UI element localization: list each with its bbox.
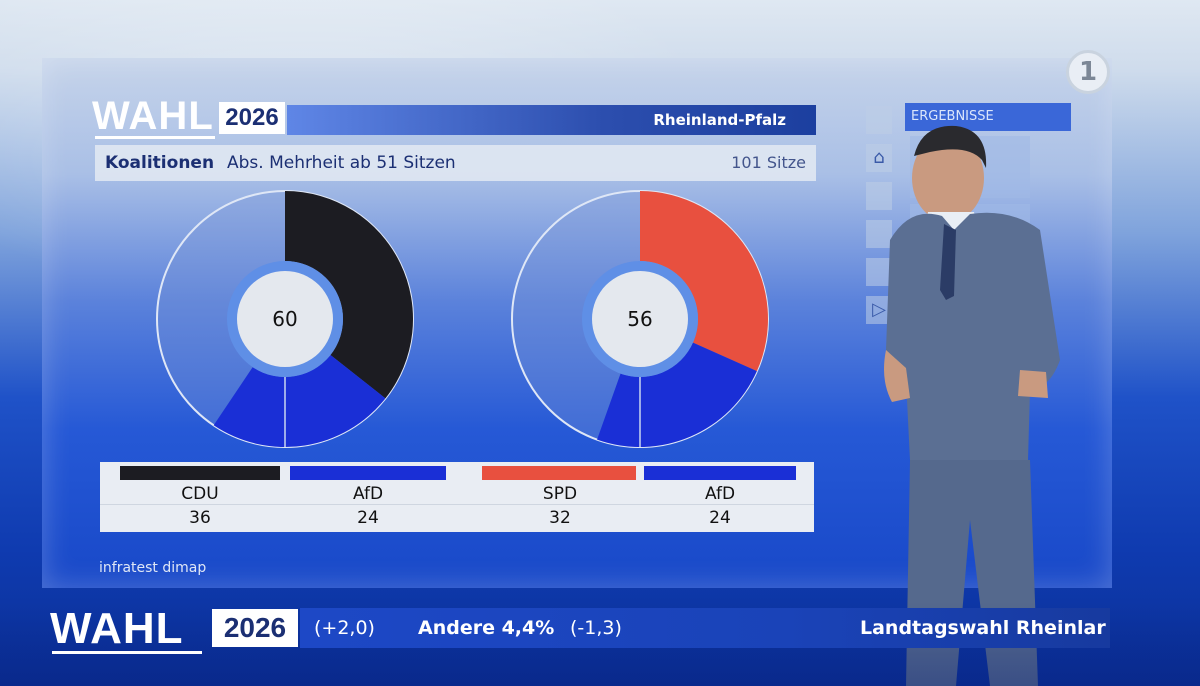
channel-logo: 1 <box>1066 50 1110 94</box>
ticker-wahl-underline <box>52 651 202 654</box>
majority-note: Abs. Mehrheit ab 51 Sitzen <box>227 153 456 173</box>
donut-center-disc-2 <box>592 271 688 367</box>
ticker-wahl-logo: WAHL <box>50 604 184 653</box>
donut-chart-2: 56 <box>511 190 769 448</box>
legend-name-spd: SPD <box>542 484 578 504</box>
side-button-blank-2[interactable] <box>866 182 892 210</box>
ticker-year: 2026 <box>212 609 298 647</box>
side-button-blank-3[interactable] <box>866 220 892 248</box>
legend-divider <box>100 504 814 505</box>
legend-value-spd: 32 <box>549 508 571 528</box>
donut-center-label-2: 56 <box>627 307 652 331</box>
legend-bar-afd-1 <box>290 466 446 480</box>
chart-title: Koalitionen <box>105 153 215 173</box>
data-source: infratest dimap <box>99 560 207 576</box>
donut-2-slice-spd <box>640 191 768 372</box>
legend-name-afd-1: AfD <box>352 484 384 504</box>
wahl-year: 2026 <box>219 102 285 134</box>
chart-subheader: Koalitionen Abs. Mehrheit ab 51 Sitzen 1… <box>95 145 816 181</box>
legend-value-afd-1: 24 <box>357 508 379 528</box>
side-button-blank-4[interactable] <box>866 258 892 286</box>
legend-value-cdu: 36 <box>189 508 211 528</box>
ticker-headline: Landtagswahl Rheinlar <box>860 617 1106 639</box>
donut-center-disc-1 <box>237 271 333 367</box>
donut-1-slice-cdu <box>285 191 414 399</box>
home-icon[interactable]: ⌂ <box>866 144 892 172</box>
legend-bar-afd-2 <box>644 466 796 480</box>
legend-bar-cdu <box>120 466 280 480</box>
donut-center-label-1: 60 <box>272 307 297 331</box>
ticker-change-2: (-1,3) <box>570 617 622 639</box>
donut-2-slice-afd <box>597 342 757 447</box>
legend-name-cdu: CDU <box>181 484 219 504</box>
legend-bar-spd <box>482 466 636 480</box>
side-button-blank-1[interactable] <box>866 106 892 134</box>
region-name: Rheinland-Pfalz <box>653 111 786 129</box>
wahl-logo-text: WAHL <box>92 94 214 138</box>
results-panel-title[interactable]: ERGEBNISSE <box>905 103 1071 131</box>
legend-table: CDU AfD SPD AfD 36 24 32 24 <box>100 462 814 532</box>
legend-name-afd-2: AfD <box>704 484 736 504</box>
legend-value-afd-2: 24 <box>709 508 731 528</box>
news-ticker: (+2,0) Andere 4,4% (-1,3) Landtagswahl R… <box>300 608 1110 648</box>
donut-1-slice-afd <box>213 354 386 448</box>
donut-chart-1: 60 <box>156 190 414 448</box>
ticker-change-1: (+2,0) <box>314 617 375 639</box>
ticker-andere: Andere 4,4% <box>418 617 555 639</box>
wahl-logo-underline <box>95 136 215 139</box>
total-seats: 101 Sitze <box>731 153 806 172</box>
region-bar: Rheinland-Pfalz <box>287 105 816 135</box>
